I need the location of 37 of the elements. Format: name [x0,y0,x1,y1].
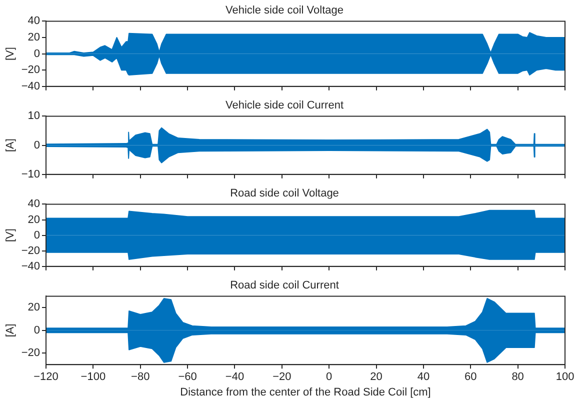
y-tick-label: −10 [21,168,40,180]
y-tick-label: 20 [28,214,40,226]
y-tick-label: −40 [21,80,40,92]
x-tick-label: 80 [512,371,524,384]
chart-title: Vehicle side coil Current [225,100,344,112]
y-tick-label: 0 [34,139,40,152]
x-axis-title: Distance from the center of the Road Side Coil [cm] [180,386,431,398]
x-tick-label: 20 [370,371,382,384]
y-axis-title: [V] [4,228,17,242]
y-tick-label: 0 [34,229,40,242]
y-tick-label: 0 [34,48,40,60]
x-tick-label: −80 [131,371,150,384]
x-tick-label: −120 [34,371,58,384]
x-tick-label: −60 [178,371,197,384]
x-tick-label: 100 [556,371,574,384]
y-tick-label: 40 [28,198,40,210]
y-axis-title: [V] [4,47,17,61]
y-tick-label: −40 [21,260,40,272]
y-tick-label: 20 [28,302,40,314]
y-tick-label: 0 [34,324,40,336]
chart-title: Road side coil Voltage [230,188,339,200]
x-tick-label: −20 [272,371,292,384]
y-tick-label: −20 [21,244,40,257]
y-tick-label: −20 [21,347,40,360]
x-tick-label: −100 [80,371,106,384]
y-tick-label: 20 [28,32,40,44]
x-tick-label: 60 [464,371,477,384]
x-tick-label: 0 [326,371,332,384]
x-tick-label: 40 [417,371,430,384]
y-tick-label: 10 [28,110,40,122]
chart-title: Road side coil Current [230,280,339,292]
y-tick-label: −20 [21,64,40,76]
chart-title: Vehicle side coil Voltage [225,4,344,17]
x-tick-label: −40 [225,371,244,384]
y-axis-title: [A] [4,324,17,338]
y-axis-title: [A] [4,138,17,152]
y-tick-label: 40 [28,15,40,28]
